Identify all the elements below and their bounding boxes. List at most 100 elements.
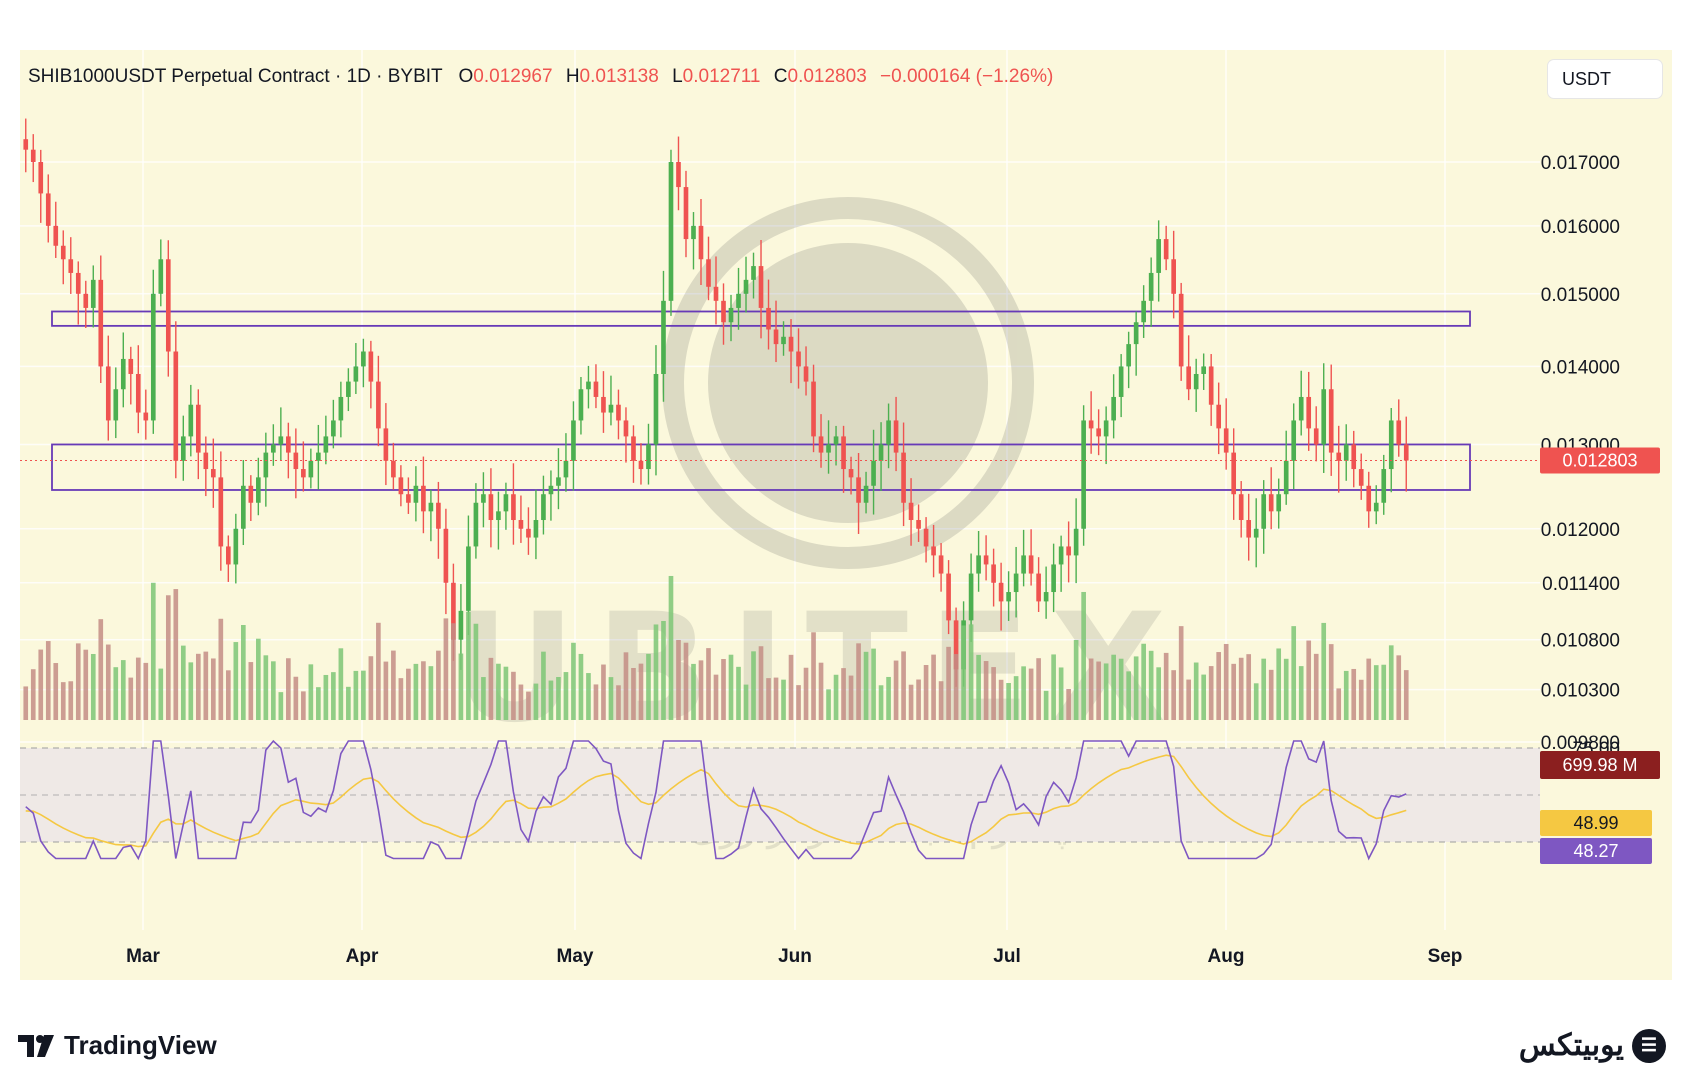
volume-bar	[361, 670, 366, 720]
watermark-ring	[662, 197, 1034, 569]
brand-fa-label: یوبیتکس	[1518, 1029, 1624, 1062]
volume-bar	[473, 623, 479, 720]
candle-body	[1388, 420, 1394, 470]
volume-bar	[946, 646, 951, 720]
volume-bar	[83, 649, 89, 720]
candle-body	[998, 582, 1004, 602]
candle-body	[698, 225, 704, 260]
volume-bar	[368, 656, 374, 720]
candle-body	[1208, 366, 1214, 405]
candle-body	[1081, 420, 1086, 529]
time-axis-tick: Jun	[778, 946, 812, 967]
candle-body	[1403, 444, 1409, 461]
candle-body	[218, 477, 224, 547]
volume-bar	[346, 686, 351, 720]
volume-bar	[256, 638, 261, 720]
open-value: 0.012967	[473, 66, 553, 87]
volume-bar	[661, 620, 666, 720]
high-label: H	[565, 66, 580, 87]
low-value: 0.012711	[682, 66, 761, 87]
volume-bar	[436, 650, 441, 720]
volume-bar	[98, 619, 104, 720]
volume-bar	[571, 642, 576, 720]
candle-body	[1141, 300, 1146, 323]
candle-body	[976, 555, 981, 574]
candle-body	[458, 610, 464, 640]
candle-body	[833, 436, 839, 445]
volume-bar	[263, 655, 269, 720]
candle-body	[210, 469, 216, 478]
volume-bar	[1186, 679, 1191, 720]
candle-body	[826, 444, 831, 453]
tradingview-footer: TradingView	[18, 1030, 217, 1061]
candle-body	[1021, 555, 1026, 574]
volume-bar	[1148, 650, 1154, 720]
candle-body	[316, 452, 321, 461]
volume-bar	[135, 657, 141, 720]
volume-bar	[406, 668, 411, 720]
volume-bar	[1321, 622, 1327, 720]
candle-body	[533, 520, 539, 538]
candle-body	[466, 546, 471, 611]
volume-bar	[683, 642, 689, 720]
volume-bar	[563, 672, 569, 720]
candle-body	[886, 420, 891, 445]
currency-button[interactable]: USDT	[1548, 60, 1662, 98]
volume-bar	[210, 658, 216, 720]
candle-body	[946, 573, 951, 621]
volume-bar	[1276, 648, 1282, 720]
low-label: L	[672, 66, 683, 87]
volume-bar	[871, 648, 876, 720]
candle-body	[856, 477, 861, 503]
volume-bar	[1208, 666, 1214, 720]
volume-badge-text: 699.98 M	[1562, 755, 1637, 775]
volume-bar	[195, 653, 201, 720]
volume-bar	[848, 675, 854, 720]
volume-bar	[601, 664, 606, 720]
candle-body	[1043, 592, 1049, 602]
volume-bar	[586, 673, 591, 720]
volume-bar	[1381, 664, 1387, 720]
volume-bar	[353, 670, 359, 720]
candle-body	[1283, 460, 1289, 495]
change-value: −0.000164 (−1.26%)	[880, 66, 1054, 87]
candle-body	[1246, 520, 1252, 538]
candle-body	[983, 555, 989, 565]
price-axis-tick: 0.011400	[1542, 574, 1620, 595]
volume-bar	[1343, 670, 1349, 720]
candle-body	[938, 555, 944, 574]
candle-body	[668, 162, 674, 301]
volume-bar	[488, 657, 494, 720]
volume-bar	[916, 679, 921, 720]
watermark-disc	[708, 243, 988, 523]
open-label: O	[458, 66, 474, 87]
rsi-badge-text: 48.27	[1573, 841, 1618, 861]
candle-body	[878, 444, 884, 461]
ubitex-logo-icon: ☰	[1632, 1028, 1666, 1063]
candle-body	[578, 389, 584, 421]
volume-bar	[496, 663, 501, 720]
volume-bar	[1231, 663, 1237, 720]
volume-bar	[886, 676, 891, 720]
volume-bar	[1373, 665, 1379, 720]
watermark-logo-icon	[662, 197, 1034, 569]
candle-body	[338, 396, 344, 421]
candle-body	[421, 485, 426, 512]
volume-bar	[383, 661, 389, 720]
volume-bar	[1043, 690, 1049, 720]
volume-bar	[893, 660, 899, 720]
candle-body	[406, 494, 411, 503]
volume-bar	[1133, 656, 1139, 720]
volume-bar	[1336, 688, 1342, 720]
time-axis-tick: Sep	[1428, 946, 1463, 967]
volume-bar	[241, 625, 246, 720]
candle-body	[45, 193, 51, 226]
volume-bar	[721, 659, 726, 720]
candle-body	[98, 279, 104, 367]
candle-body	[23, 139, 29, 150]
volume-badge	[1540, 751, 1660, 779]
candle-body	[398, 477, 404, 495]
volume-bar	[758, 646, 764, 720]
candle-body	[241, 485, 246, 529]
